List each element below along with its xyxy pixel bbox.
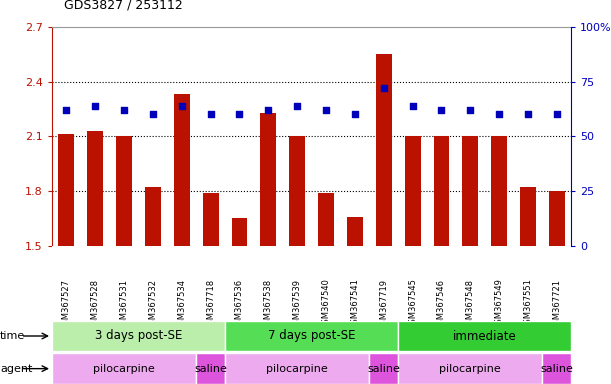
Bar (398, 321, 571, 351)
Point (350, 111, 360, 118)
Bar (404, 136, 420, 246)
Text: GSM367539: GSM367539 (293, 279, 302, 329)
Text: pilocarpine: pilocarpine (266, 364, 328, 374)
Bar (260, 113, 276, 246)
Bar (520, 187, 536, 246)
Bar (347, 217, 363, 246)
Bar (463, 136, 478, 246)
Bar (398, 353, 543, 384)
Text: GSM367546: GSM367546 (437, 279, 446, 329)
Bar (318, 193, 334, 246)
Point (552, 111, 562, 118)
Text: GSM367541: GSM367541 (350, 279, 359, 329)
Point (494, 111, 504, 118)
Text: saline: saline (540, 364, 573, 374)
Text: GSM367527: GSM367527 (62, 279, 71, 329)
Text: GSM367721: GSM367721 (552, 279, 562, 329)
Point (408, 103, 417, 109)
Point (321, 107, 331, 113)
Text: GSM367531: GSM367531 (120, 279, 128, 329)
Bar (225, 353, 369, 384)
Point (235, 111, 244, 118)
Text: time: time (0, 331, 25, 341)
Text: GSM367532: GSM367532 (148, 279, 158, 329)
Text: saline: saline (367, 364, 400, 374)
Point (206, 111, 216, 118)
Point (523, 111, 533, 118)
Point (466, 107, 475, 113)
Text: 3 days post-SE: 3 days post-SE (95, 329, 182, 343)
Point (62, 107, 71, 113)
Bar (52, 321, 225, 351)
Point (90, 103, 100, 109)
Text: agent: agent (0, 364, 32, 374)
Text: immediate: immediate (453, 329, 517, 343)
Bar (59, 134, 75, 246)
Bar (369, 353, 398, 384)
Text: GSM367540: GSM367540 (321, 279, 331, 329)
Text: GSM367534: GSM367534 (177, 279, 186, 329)
Bar (87, 131, 103, 246)
Bar (196, 353, 225, 384)
Text: pilocarpine: pilocarpine (93, 364, 155, 374)
Text: GSM367538: GSM367538 (264, 279, 273, 330)
Text: GSM367536: GSM367536 (235, 279, 244, 330)
Bar (491, 136, 507, 246)
Bar (549, 191, 565, 246)
Text: saline: saline (194, 364, 227, 374)
Text: GSM367549: GSM367549 (495, 279, 503, 329)
Text: GSM367718: GSM367718 (206, 279, 215, 330)
Point (379, 85, 389, 91)
Point (177, 103, 187, 109)
Point (119, 107, 129, 113)
Bar (225, 321, 398, 351)
Text: GSM367548: GSM367548 (466, 279, 475, 329)
Text: GSM367551: GSM367551 (524, 279, 533, 329)
Point (437, 107, 447, 113)
Bar (145, 187, 161, 246)
Bar (52, 353, 196, 384)
Bar (203, 193, 219, 246)
Bar (232, 218, 247, 246)
Point (263, 107, 273, 113)
Text: GSM367545: GSM367545 (408, 279, 417, 329)
Point (148, 111, 158, 118)
Bar (434, 136, 449, 246)
Text: GDS3827 / 253112: GDS3827 / 253112 (64, 0, 183, 12)
Text: GSM367528: GSM367528 (90, 279, 100, 329)
Bar (289, 136, 305, 246)
Text: 7 days post-SE: 7 days post-SE (268, 329, 356, 343)
Bar (543, 353, 571, 384)
Bar (116, 136, 132, 246)
Text: GSM367719: GSM367719 (379, 279, 388, 329)
Bar (376, 54, 392, 246)
Text: pilocarpine: pilocarpine (439, 364, 501, 374)
Bar (174, 94, 189, 246)
Point (292, 103, 302, 109)
